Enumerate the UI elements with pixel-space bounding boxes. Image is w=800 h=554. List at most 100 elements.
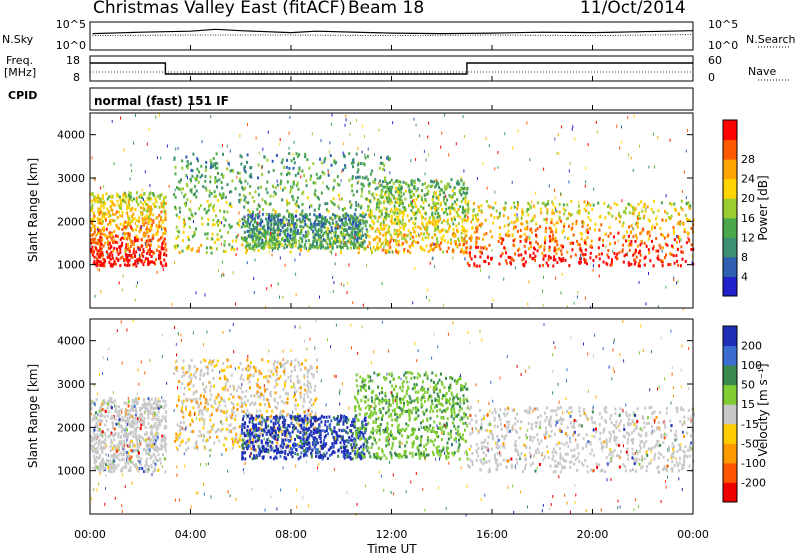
scan-cell: [112, 262, 115, 266]
scan-cell: [271, 159, 274, 163]
scan-cell: [639, 144, 640, 148]
scan-cell: [239, 180, 242, 184]
scan-cell: [240, 446, 243, 449]
scan-cell: [101, 414, 103, 417]
scan-cell: [627, 261, 630, 265]
scan-cell: [463, 239, 466, 243]
scan-cell: [577, 243, 580, 247]
scan-cell: [405, 240, 408, 244]
scan-cell: [248, 368, 251, 372]
scan-cell: [162, 435, 165, 439]
scan-cell: [362, 303, 364, 307]
scan-cell: [453, 200, 456, 204]
scan-cell: [397, 250, 400, 254]
scan-cell: [149, 405, 152, 409]
scan-cell: [393, 228, 396, 232]
scan-cell: [542, 289, 543, 293]
scan-cell: [253, 232, 256, 236]
scan-cell: [119, 442, 122, 446]
scan-cell: [151, 442, 154, 445]
scan-cell: [134, 432, 137, 436]
mhz-label: [MHz]: [4, 66, 37, 79]
scan-cell: [578, 212, 581, 216]
scan-cell: [578, 200, 580, 204]
scan-cell: [470, 236, 473, 240]
scan-cell: [296, 204, 299, 208]
scan-cell: [367, 178, 370, 182]
scan-cell: [97, 200, 100, 204]
scan-cell: [398, 222, 401, 226]
scan-cell: [132, 423, 135, 427]
scan-cell: [433, 247, 436, 250]
scan-cell: [176, 186, 178, 190]
scan-cell: [609, 242, 612, 246]
scan-cell: [108, 233, 111, 237]
scan-cell: [539, 225, 542, 229]
scan-cell: [334, 230, 337, 234]
scan-cell: [139, 253, 140, 257]
scan-cell: [332, 213, 334, 216]
scan-cell: [146, 251, 149, 255]
scan-cell: [640, 200, 643, 204]
scan-cell: [268, 203, 271, 206]
scan-cell: [186, 166, 189, 170]
scan-cell: [186, 160, 189, 163]
scan-cell: [290, 159, 293, 163]
scan-cell: [485, 137, 487, 141]
scan-cell: [272, 233, 275, 237]
scan-cell: [268, 250, 270, 254]
scan-cell: [475, 237, 478, 241]
scan-cell: [323, 159, 326, 163]
scan-cell: [258, 222, 261, 226]
scan-cell: [362, 221, 365, 225]
scan-cell: [116, 216, 119, 220]
scan-cell: [258, 230, 261, 234]
scan-cell: [345, 228, 348, 232]
scan-cell: [96, 252, 99, 256]
scan-cell: [133, 197, 135, 201]
scan-cell: [673, 278, 675, 282]
scan-cell: [463, 237, 466, 241]
scan-cell: [399, 191, 402, 194]
scan-cell: [142, 423, 145, 427]
scan-cell: [155, 428, 158, 432]
scan-cell: [623, 254, 626, 258]
scan-cell: [251, 401, 254, 405]
scan-cell: [488, 205, 490, 209]
scan-cell: [386, 242, 389, 246]
scan-cell: [585, 296, 586, 300]
scan-cell: [415, 240, 417, 244]
scan-cell: [196, 174, 199, 178]
scan-cell: [264, 305, 266, 309]
scan-cell: [272, 231, 275, 235]
scan-cell: [437, 202, 439, 205]
scan-cell: [151, 426, 154, 430]
scan-cell: [189, 423, 192, 427]
scan-cell: [562, 245, 565, 249]
scan-cell: [386, 239, 389, 243]
scan-cell: [127, 454, 130, 458]
scan-cell: [309, 247, 312, 251]
scan-cell: [90, 227, 93, 231]
scan-cell: [305, 233, 308, 237]
scan-cell: [244, 246, 247, 249]
scan-cell: [383, 185, 386, 189]
scan-cell: [164, 195, 167, 199]
scan-cell: [218, 178, 221, 182]
scan-cell: [568, 180, 570, 184]
scan-cell: [238, 171, 241, 175]
scan-cell: [93, 255, 96, 259]
scan-cell: [273, 223, 275, 227]
scan-cell: [112, 434, 115, 438]
scan-cell: [208, 204, 211, 208]
scan-cell: [534, 205, 536, 209]
scan-cell: [396, 197, 399, 201]
scan-cell: [159, 251, 162, 255]
scan-cell: [133, 464, 136, 468]
scan-cell: [388, 201, 391, 205]
scan-cell: [95, 246, 98, 250]
scan-cell: [316, 195, 319, 199]
scan-cell: [413, 186, 416, 190]
scan-cell: [490, 213, 493, 217]
scan-cell: [152, 440, 155, 443]
